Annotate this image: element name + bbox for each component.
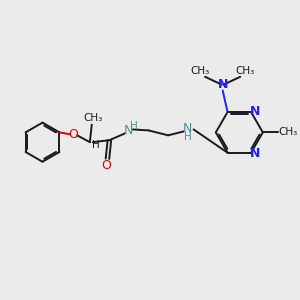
- Text: CH₃: CH₃: [236, 66, 255, 76]
- Text: N: N: [183, 122, 192, 135]
- Text: H: H: [130, 121, 138, 130]
- Text: O: O: [101, 159, 111, 172]
- Text: N: N: [123, 124, 133, 137]
- Text: CH₃: CH₃: [83, 113, 102, 123]
- Text: O: O: [68, 128, 78, 141]
- Text: N: N: [250, 147, 260, 160]
- Text: N: N: [250, 104, 260, 118]
- Text: H: H: [184, 132, 192, 142]
- Text: CH₃: CH₃: [190, 66, 210, 76]
- Text: CH₃: CH₃: [279, 128, 298, 137]
- Text: N: N: [218, 78, 228, 91]
- Text: H: H: [92, 140, 100, 150]
